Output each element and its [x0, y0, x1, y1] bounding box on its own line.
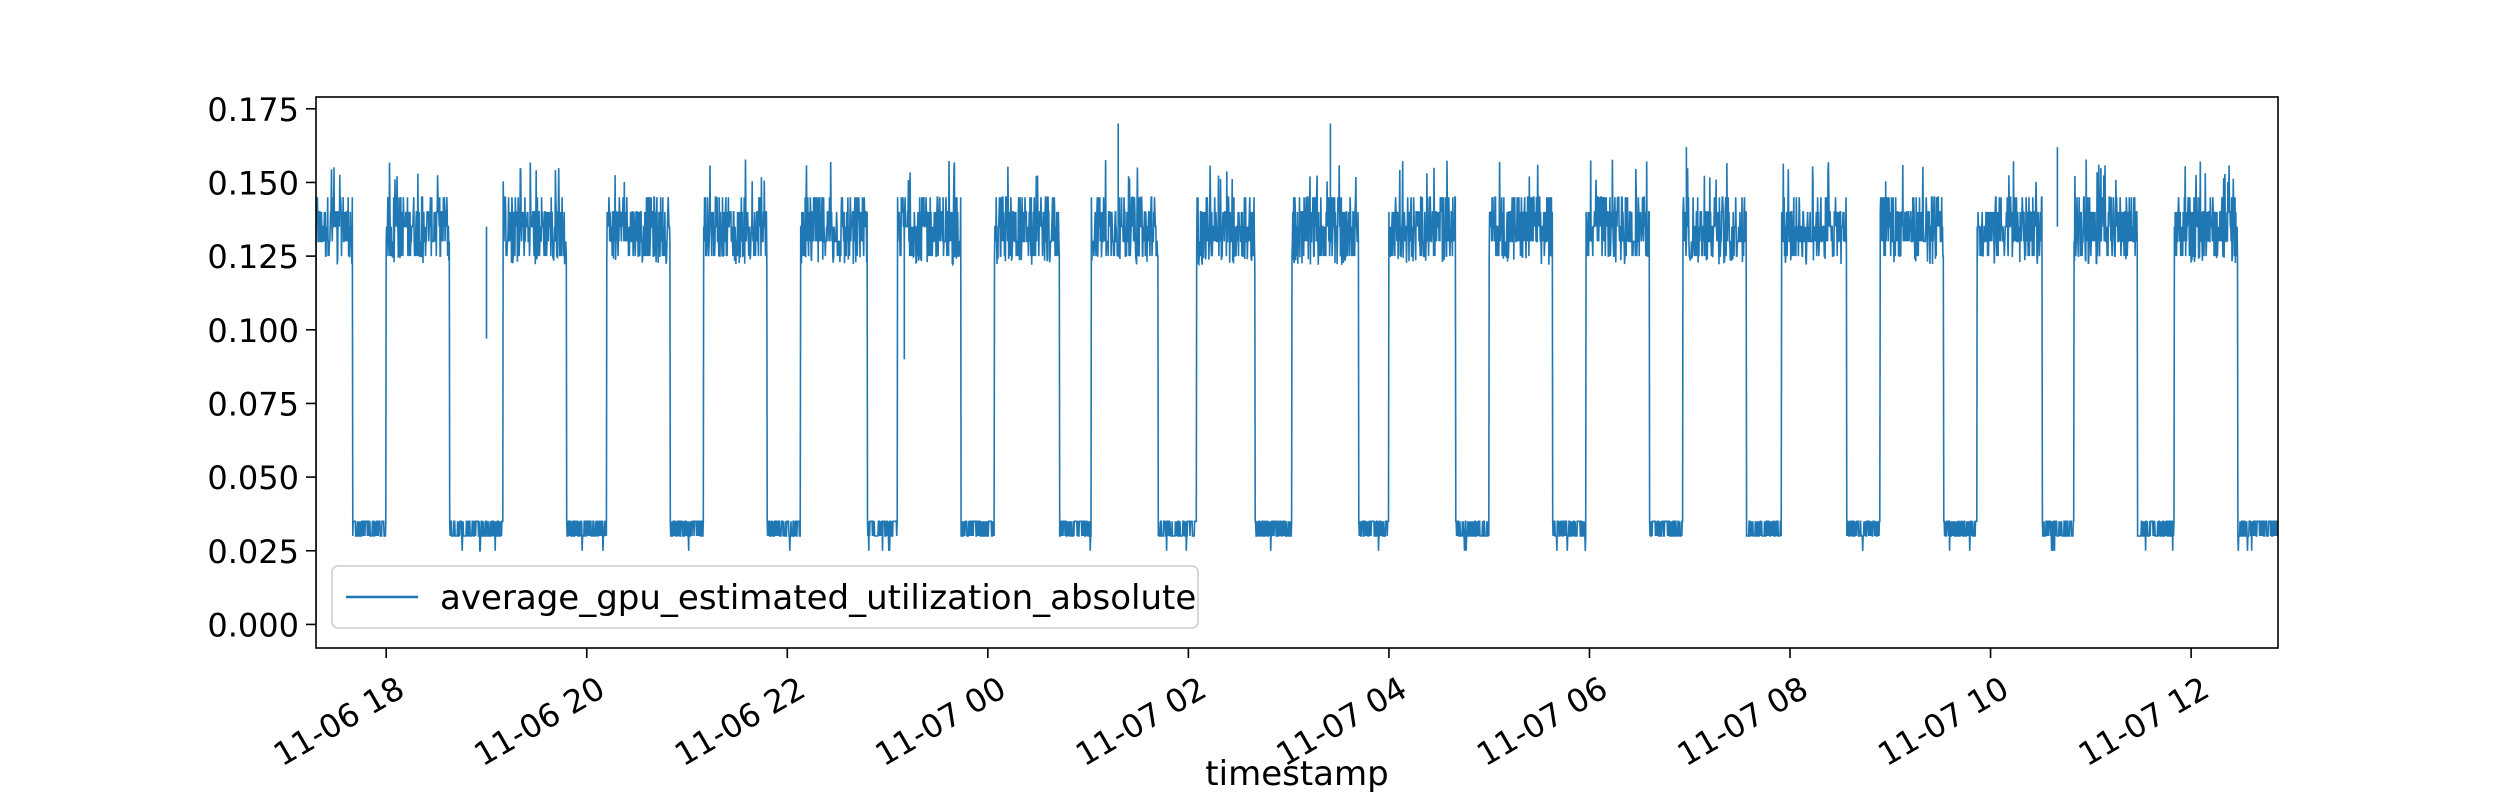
x-tick-label-1: 11-06 20 [468, 669, 612, 774]
y-tick-label-7: 0.175 [207, 91, 299, 129]
x-tick-label-3: 11-07 00 [869, 669, 1013, 774]
x-tick-label-9: 11-07 12 [2072, 669, 2216, 774]
x-tick-label-8: 11-07 10 [1871, 669, 2015, 774]
y-tick-label-4: 0.100 [207, 312, 299, 350]
y-tick-label-3: 0.075 [207, 385, 299, 423]
x-tick-label-7: 11-07 08 [1671, 669, 1815, 774]
y-tick-label-2: 0.050 [207, 459, 299, 497]
legend-box [331, 565, 1199, 629]
plot-frame [315, 96, 2279, 649]
series-layer [316, 123, 2278, 625]
y-tick-label-1: 0.025 [207, 533, 299, 571]
y-tick-label-6: 0.150 [207, 164, 299, 202]
x-tick-label-0: 11-06 18 [267, 669, 411, 774]
x-tick-label-2: 11-06 22 [668, 669, 812, 774]
y-tick-label-0: 0.000 [207, 606, 299, 644]
legend-label: average_gpu_estimated_utilization_absolu… [440, 578, 1196, 618]
x-tick-label-6: 11-07 06 [1470, 669, 1614, 774]
x-axis-label: timestamp [1205, 754, 1388, 794]
legend: average_gpu_estimated_utilization_absolu… [331, 565, 1199, 629]
series-line-average-gpu-estimated-utilization-absolute [316, 123, 2278, 625]
y-axis: 0.000 0.025 0.050 0.075 0.100 0.125 0.150 0.175 [207, 91, 316, 644]
y-tick-label-5: 0.125 [207, 238, 299, 276]
x-tick-label-4: 11-07 02 [1069, 669, 1213, 774]
